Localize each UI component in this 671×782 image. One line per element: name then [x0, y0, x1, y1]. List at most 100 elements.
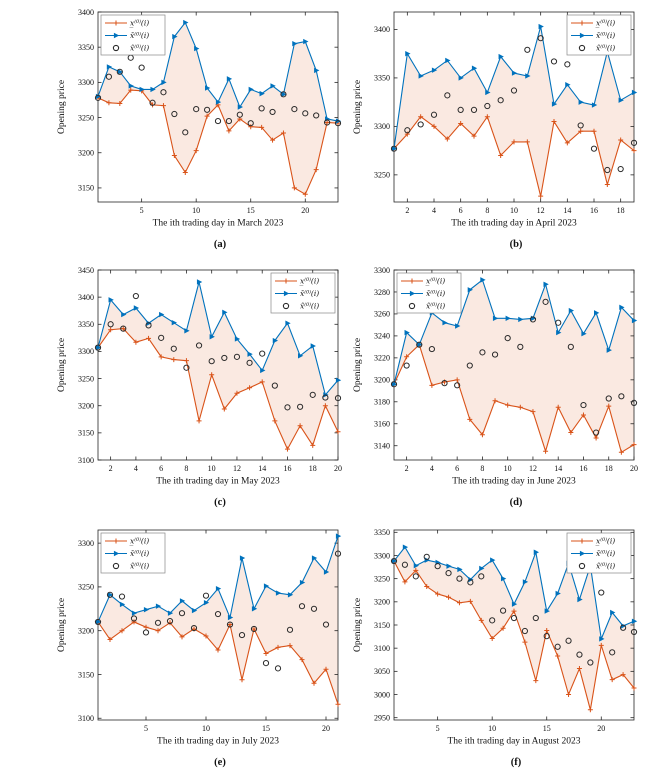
plus-marker — [564, 140, 570, 146]
triangle-right-marker — [458, 75, 464, 81]
triangle-right-marker — [631, 317, 638, 324]
circle-marker — [499, 607, 507, 614]
triangle-right-marker — [248, 86, 254, 93]
plus-marker — [631, 685, 637, 691]
triangle-right-marker — [121, 311, 127, 318]
legend-triangle-marker — [113, 550, 120, 557]
plus-marker — [247, 385, 253, 391]
plus-marker — [609, 677, 615, 683]
x-tick-label: 20 — [322, 724, 330, 733]
x-axis-label: The ith trading day in March 2023 — [153, 219, 284, 229]
triangle-right-marker — [251, 606, 258, 612]
plus-marker — [580, 412, 586, 418]
x-tick-label: 5 — [144, 724, 148, 733]
circle-marker — [416, 341, 423, 348]
y-tick-label: 3260 — [374, 310, 390, 319]
legend-entry-label: x̲⁽⁰⁾(i) — [425, 277, 445, 286]
triangle-right-marker — [139, 86, 145, 93]
plus-marker — [248, 124, 254, 130]
y-tick-label: 3100 — [78, 456, 94, 465]
y-axis-label: Opening price — [353, 338, 363, 392]
chart-july-2023: 5 10 15 20 3100 3150 3200 3250 3300 The ith tradi… — [57, 529, 342, 747]
legend-entry-label: x̲⁽⁰⁾(i) — [595, 537, 615, 546]
circle-marker — [619, 624, 627, 631]
circle-marker — [479, 349, 486, 356]
triangle-right-marker — [227, 614, 234, 621]
circle-marker — [203, 106, 211, 113]
plus-marker — [555, 404, 561, 410]
y-tick-label: 3100 — [78, 714, 94, 723]
x-tick-label: 4 — [134, 464, 138, 473]
legend-entry-label: x̂⁽⁰⁾(i) — [596, 44, 615, 53]
triangle-right-marker — [263, 583, 270, 589]
circle-marker — [630, 628, 638, 636]
y-axis-label: Opening price — [353, 598, 363, 652]
triangle-right-marker — [619, 304, 625, 311]
triangle-right-marker — [581, 330, 587, 337]
circle-marker — [298, 603, 306, 610]
x-tick-label: 5 — [436, 724, 440, 733]
legend: x̲⁽⁰⁾(i) x̄⁽⁰⁾(i) x̂⁽⁰⁾(i) — [100, 14, 166, 56]
circle-marker — [444, 92, 451, 99]
x-tick-label: 16 — [283, 464, 291, 473]
x-tick-label: 18 — [617, 206, 625, 215]
plus-marker — [524, 139, 530, 145]
x-tick-label: 14 — [554, 464, 562, 473]
legend-triangle-marker — [579, 550, 586, 557]
y-tick-label: 3200 — [78, 402, 94, 411]
plus-marker — [227, 622, 233, 628]
circle-marker — [604, 166, 611, 174]
y-tick-label: 3250 — [374, 171, 390, 180]
legend-plus-marker — [283, 278, 289, 284]
caption-a: (a) — [213, 239, 227, 250]
x-tick-label: 16 — [579, 464, 587, 473]
y-tick-label: 3300 — [78, 78, 94, 87]
plus-marker — [479, 432, 485, 438]
plus-marker — [598, 642, 604, 648]
plus-marker — [203, 633, 209, 639]
triangle-right-marker — [335, 377, 342, 383]
plus-marker — [538, 193, 544, 199]
legend-plus-marker — [409, 278, 415, 284]
plus-marker — [606, 403, 612, 409]
upper-bound-series — [95, 533, 342, 625]
y-tick-label: 3100 — [374, 644, 390, 653]
x-tick-label: 8 — [184, 464, 188, 473]
triangle-right-marker — [471, 65, 478, 71]
plus-marker — [275, 644, 281, 650]
x-tick-label: 6 — [459, 206, 463, 215]
x-tick-label: 6 — [455, 464, 459, 473]
x-tick-label: 18 — [309, 464, 317, 473]
hat-scatter — [94, 292, 342, 411]
x-tick-label: 12 — [537, 206, 545, 215]
plus-marker — [511, 139, 517, 145]
circle-marker — [247, 120, 254, 127]
x-tick-label: 6 — [159, 464, 163, 473]
plus-marker — [618, 449, 624, 455]
legend-circle-marker — [408, 302, 416, 310]
hat-scatter — [94, 54, 342, 136]
triangle-right-marker — [525, 73, 531, 79]
circle-marker — [166, 617, 174, 625]
confidence-band — [394, 547, 634, 710]
circle-marker — [334, 395, 342, 402]
x-tick-label: 10 — [208, 464, 216, 473]
triangle-right-marker — [446, 563, 452, 569]
triangle-right-marker — [161, 79, 167, 86]
circle-marker — [158, 334, 165, 341]
legend: x̲⁽⁰⁾(i) x̄⁽⁰⁾(i) x̂⁽⁰⁾(i) — [100, 532, 166, 574]
triangle-right-marker — [117, 69, 124, 75]
circle-marker — [510, 614, 518, 622]
triangle-right-marker — [167, 610, 174, 616]
circle-marker — [182, 129, 189, 136]
circle-marker — [271, 382, 278, 389]
axes: 5 10 15 20 3100 3150 3200 3250 3300 — [78, 529, 339, 733]
plus-marker — [196, 418, 202, 424]
triangle-right-marker — [239, 555, 246, 561]
plus-marker — [310, 442, 316, 448]
y-tick-label: 3220 — [374, 354, 390, 363]
triangle-right-marker — [577, 596, 583, 603]
triangle-right-marker — [413, 562, 420, 569]
plus-marker — [618, 137, 624, 143]
triangle-right-marker — [285, 320, 291, 326]
